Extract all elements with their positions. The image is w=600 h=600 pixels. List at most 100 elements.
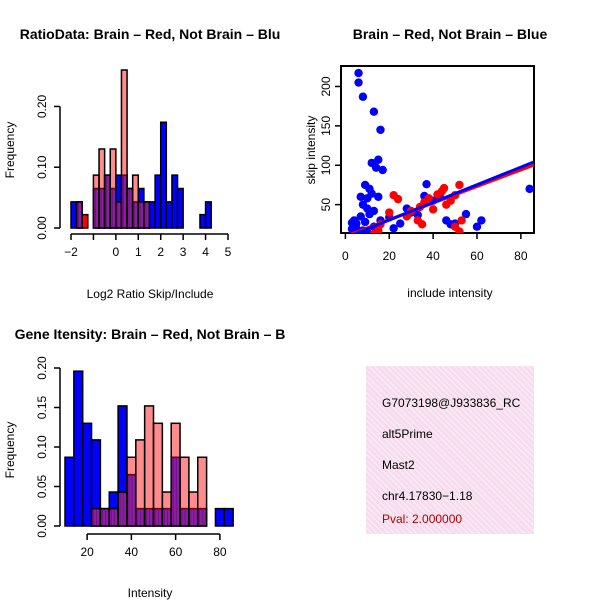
- scatter-y-tick-label-0: 50: [319, 198, 333, 212]
- hist1-bar-not-brain-18: [171, 174, 179, 229]
- point-not-brain-2: [358, 92, 368, 101]
- scatter-points: [347, 68, 534, 233]
- point-not-brain-44: [461, 209, 471, 219]
- point-not-brain-3: [369, 107, 379, 116]
- hist1-overlap-11: [133, 202, 138, 227]
- scatter-y-tick-label-2: 150: [319, 116, 333, 136]
- scatter-title: Brain – Red, Not Brain – Blue: [353, 26, 548, 42]
- point-not-brain-28: [360, 217, 370, 227]
- hist2-title: Gene Itensity: Brain – Red, Not Brain – …: [15, 326, 286, 342]
- point-brain-23: [417, 220, 427, 229]
- point-not-brain-8: [378, 165, 387, 175]
- hist2-bar-brain-9: [143, 405, 155, 527]
- hist1-x-label: Log2 Ratio Skip/Include: [87, 287, 214, 301]
- fit-line-not-brain: [353, 160, 534, 233]
- scatter-x-tick-label-2: 40: [426, 249, 440, 263]
- hist2-overlap-13: [181, 509, 188, 525]
- hist1-x-tick-label-6: 4: [202, 245, 209, 259]
- gene-name: Mast2: [382, 458, 415, 472]
- hist2-bar-brain-10: [152, 422, 164, 527]
- point-brain-14: [439, 183, 449, 193]
- hist1-title: RatioData: Brain – Red, Not Brain – Blu: [20, 26, 281, 42]
- scatter-y-tick-label-3: 200: [319, 76, 333, 96]
- hist2-bars: [64, 370, 234, 527]
- hist1-overlap-12: [139, 202, 143, 227]
- hist1-y-tick-label-2: 0.20: [35, 94, 49, 118]
- hist1-bar-brain-2: [81, 213, 89, 229]
- point-brain-21: [450, 222, 460, 231]
- hist1-x-tick-label-7: 5: [225, 245, 232, 259]
- hist2-y-tick-label-3: 0.15: [35, 395, 49, 419]
- hist1-bar-not-brain-23: [199, 213, 207, 229]
- hist2-overlap-10: [154, 509, 162, 525]
- hist1-y-tick-label-1: 0.10: [35, 155, 49, 179]
- hist1-overlap-5: [100, 189, 104, 227]
- point-not-brain-11: [356, 192, 365, 201]
- hist1-bar-brain-9: [120, 69, 128, 229]
- point-not-brain-32: [389, 224, 398, 233]
- hist1-overlap-4: [94, 189, 99, 227]
- point-not-brain-1: [354, 78, 363, 87]
- scatter-skip-vs-include: 0 20 40 60 80 50 100 150 200 Brain – Red, Not Bra…: [304, 26, 547, 300]
- hist1-overlap-7: [111, 189, 115, 227]
- hist1-bars: [70, 69, 212, 229]
- point-not-brain-13: [367, 189, 376, 198]
- point-not-brain-4: [376, 125, 385, 135]
- event-type: alt5Prime: [382, 427, 433, 441]
- info-panel: G7073198@J933836_RC alt5Prime Mast2 chr4…: [366, 366, 534, 534]
- hist1-bar-not-brain-16: [159, 121, 168, 229]
- hist1-overlap-1: [77, 202, 82, 227]
- scatter-y-label: skip intensity: [304, 116, 318, 185]
- hist2-x-tick-label-1: 40: [125, 545, 139, 559]
- histogram-log2-ratio: −2 0 1 2 3 4 5 0.00 0.10 0.20 RatioData: Brain – R…: [3, 26, 280, 301]
- hist2-bar-not-brain-2: [81, 422, 93, 527]
- hist2-overlap-4: [101, 509, 109, 525]
- hist1-overlap-6: [105, 176, 110, 227]
- hist2-overlap-11: [163, 509, 171, 525]
- hist1-bar-not-brain-17: [165, 201, 173, 229]
- hist2-bar-not-brain-18: [223, 507, 234, 527]
- hist1-bar-not-brain-0: [70, 201, 78, 229]
- point-brain-11: [428, 205, 438, 214]
- scatter-plot-frame: [340, 65, 535, 234]
- hist2-x-tick-label-0: 20: [80, 545, 94, 559]
- hist2-bar-not-brain-0: [64, 456, 75, 527]
- hist1-bar-not-brain-14: [148, 201, 156, 229]
- hist1-x-tick-label-0: −2: [64, 245, 78, 259]
- hist1-bar-not-brain-24: [204, 201, 212, 229]
- hist2-y-tick-label-0: 0.00: [35, 514, 49, 538]
- point-brain-3: [385, 208, 394, 217]
- scatter-y-tick-label-1: 100: [319, 155, 333, 175]
- hist2-x-tick-label-3: 80: [213, 545, 227, 559]
- hist2-y-label: Frequency: [3, 422, 17, 479]
- hist2-bar-not-brain-17: [214, 507, 226, 527]
- scatter-x-tick-label-1: 20: [383, 249, 397, 263]
- point-brain-5: [393, 194, 403, 204]
- hist2-y-tick-label-4: 0.20: [35, 356, 49, 380]
- point-not-brain-45: [472, 222, 482, 231]
- point-not-brain-5: [374, 155, 383, 164]
- hist1-overlap-8: [116, 202, 121, 227]
- hist1-overlap-10: [128, 189, 132, 227]
- hist1-overlap-9: [122, 176, 127, 227]
- hist2-overlap-12: [172, 458, 180, 525]
- point-not-brain-46: [477, 216, 486, 225]
- hist1-x-tick-label-2: 0: [113, 245, 120, 259]
- hist1-overlap-13: [144, 202, 149, 227]
- hist2-overlap-5: [110, 509, 118, 525]
- point-brain-18: [455, 180, 464, 190]
- probe-id: G7073198@J933836_RC: [382, 396, 521, 410]
- scatter-x-tick-label-4: 80: [514, 249, 528, 263]
- hist2-y-tick-label-1: 0.05: [35, 474, 49, 498]
- scatter-x-label: include intensity: [407, 286, 492, 300]
- hist2-overlap-15: [198, 509, 206, 525]
- hist2-overlap-3: [92, 509, 100, 525]
- point-not-brain-38: [422, 179, 431, 189]
- hist2-overlap-7: [127, 475, 135, 525]
- hist1-x-tick-label-3: 1: [135, 245, 142, 259]
- hist2-y-tick-label-2: 0.10: [35, 435, 49, 459]
- p-value: Pval: 2.000000: [382, 512, 463, 526]
- hist2-overlap-6: [119, 493, 126, 525]
- hist1-bar-not-brain-19: [176, 187, 184, 229]
- histogram-gene-intensity: 20 40 60 80 0.00 0.05 0.10 0.15 0.20 Gene Itensit…: [3, 326, 285, 600]
